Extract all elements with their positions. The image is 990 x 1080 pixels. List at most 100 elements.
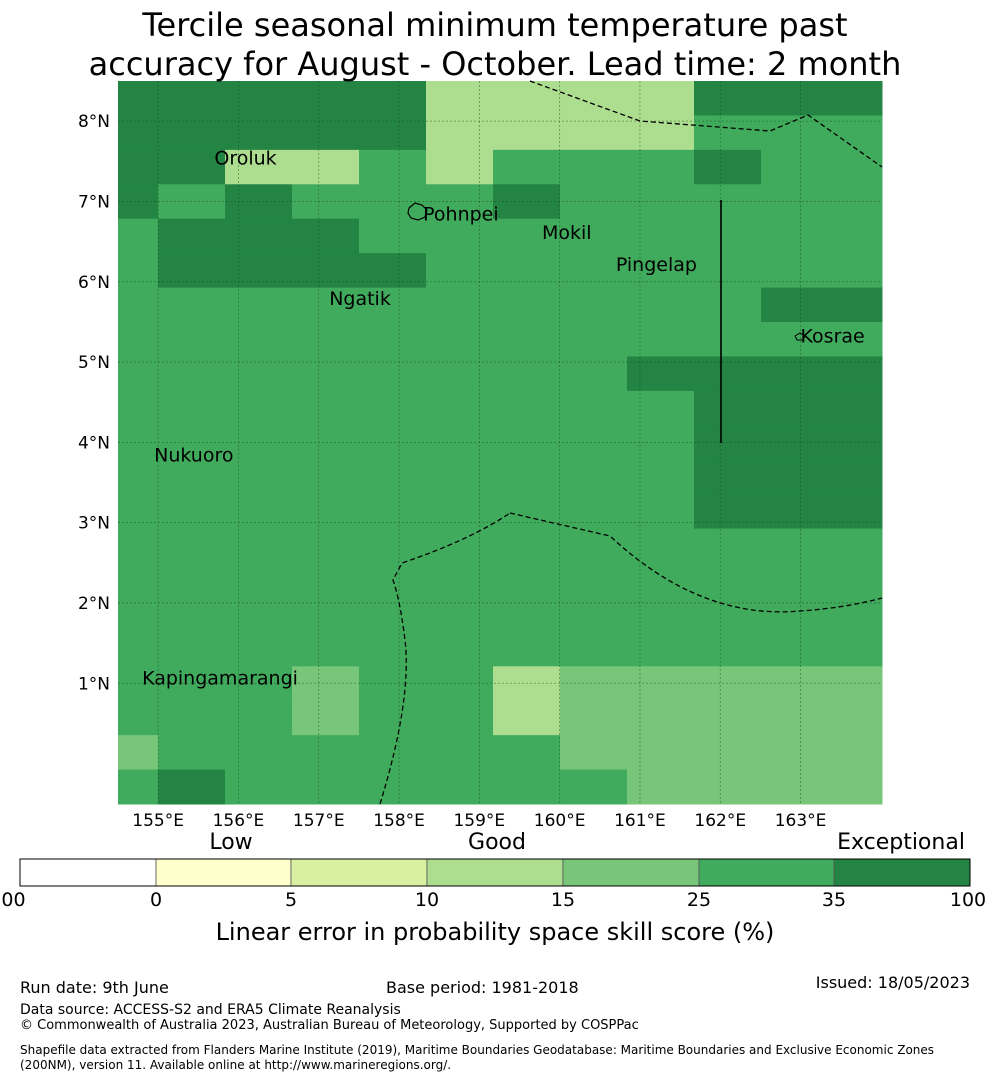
grid-cell xyxy=(493,81,561,116)
kosrae-island-outline xyxy=(794,332,806,341)
colorbar-segment xyxy=(833,858,971,887)
grid-cell xyxy=(118,81,159,116)
grid-cell xyxy=(560,322,628,357)
grid-cell xyxy=(359,184,427,220)
colorbar-label-exceptional: Exceptional xyxy=(837,830,965,855)
longitude-tick-label: 158°E xyxy=(373,811,425,831)
grid-cell xyxy=(761,735,829,771)
grid-cell xyxy=(158,81,226,116)
grid-cell xyxy=(292,700,360,736)
latitude-tick-label: 2°N xyxy=(78,594,110,614)
shapefile-credit-line-2: (200NM), version 11. Available online at… xyxy=(20,1058,452,1072)
grid-cell xyxy=(560,735,628,771)
title-line-2: accuracy for August - October. Lead time… xyxy=(88,45,902,83)
grid-cell xyxy=(627,735,695,771)
grid-cell xyxy=(118,735,159,771)
grid-cell xyxy=(292,528,360,564)
grid-cell xyxy=(493,666,561,702)
grid-cell xyxy=(761,322,829,357)
grid-cell xyxy=(426,459,494,495)
grid-cell xyxy=(225,666,293,702)
grid-cell xyxy=(627,149,695,185)
grid-cell xyxy=(828,631,883,667)
place-label-ngatik: Ngatik xyxy=(329,288,391,310)
axis-tick-labels: 155°E 156°E 157°E 158°E 159°E 160°E 161°E 162°E… xyxy=(78,112,826,831)
grid-cell xyxy=(761,149,829,185)
grid-cell xyxy=(761,666,829,702)
grid-cell xyxy=(627,563,695,598)
grid-cell xyxy=(118,149,159,185)
longitude-tick-label: 156°E xyxy=(213,811,265,831)
grid-cell xyxy=(627,425,695,461)
grid-cell xyxy=(359,459,427,495)
grid-cell xyxy=(627,356,695,392)
grid-cell xyxy=(694,253,762,289)
grid-cell xyxy=(426,735,494,771)
grid-cell xyxy=(493,459,561,495)
eez-boundaries xyxy=(379,80,883,805)
latitude-tick-label: 7°N xyxy=(78,192,110,212)
place-label-kosrae: Kosrae xyxy=(801,326,865,348)
grid-cell xyxy=(158,390,226,426)
grid-cell xyxy=(627,81,695,116)
grid-cell xyxy=(560,390,628,426)
grid-cell xyxy=(292,563,360,598)
grid-cell xyxy=(359,666,427,702)
grid-cell xyxy=(761,631,829,667)
grid-cell xyxy=(694,115,762,151)
grid-cell xyxy=(118,115,159,151)
grid-cell xyxy=(426,700,494,736)
copyright: © Commonwealth of Australia 2023, Austra… xyxy=(20,1018,639,1033)
grid-cell xyxy=(225,253,293,289)
grid-cell xyxy=(225,81,293,116)
grid-cell xyxy=(292,494,360,530)
grid-cell xyxy=(426,769,494,805)
eez-boundary-south-west xyxy=(379,512,511,805)
colorbar-tick: 25 xyxy=(686,889,712,911)
grid-cell xyxy=(694,631,762,667)
grid-cell xyxy=(225,322,293,357)
grid-cell xyxy=(158,425,226,461)
grid-cell xyxy=(158,287,226,323)
grid-cell xyxy=(158,494,226,530)
grid-cell xyxy=(761,769,829,805)
grid-cell xyxy=(560,218,628,254)
grid-cell xyxy=(118,666,159,702)
grid-cell xyxy=(694,700,762,736)
grid-cell xyxy=(359,149,427,185)
grid-cell xyxy=(426,115,494,151)
grid-cell xyxy=(292,115,360,151)
grid-cell xyxy=(694,494,762,530)
grid-cell xyxy=(493,322,561,357)
grid-cell xyxy=(359,425,427,461)
colorbar-tick: 35 xyxy=(821,889,847,911)
grid-cell xyxy=(359,769,427,805)
grid-cell xyxy=(225,631,293,667)
grid-cell xyxy=(560,769,628,805)
grid-cell xyxy=(828,666,883,702)
grid-cell xyxy=(292,322,360,357)
grid-cell xyxy=(560,666,628,702)
grid-cell xyxy=(694,666,762,702)
grid-cell xyxy=(828,528,883,564)
grid-cell xyxy=(828,149,883,185)
grid-cell xyxy=(761,700,829,736)
grid-cell xyxy=(426,528,494,564)
grid-cell xyxy=(426,563,494,598)
grid-cell xyxy=(118,528,159,564)
grid-cell xyxy=(359,494,427,530)
grid-cell xyxy=(560,425,628,461)
grid-cell xyxy=(694,769,762,805)
grid-cell xyxy=(828,459,883,495)
latitude-tick-label: 3°N xyxy=(78,514,110,534)
grid-cell xyxy=(828,253,883,289)
grid-cell xyxy=(828,322,883,357)
grid-cell xyxy=(627,666,695,702)
grid-cell xyxy=(560,528,628,564)
grid-cell xyxy=(118,631,159,667)
longitude-tick-label: 163°E xyxy=(775,811,827,831)
grid-cell xyxy=(118,769,159,805)
grid-cell xyxy=(292,769,360,805)
longitude-tick-label: 161°E xyxy=(614,811,666,831)
grid-cell xyxy=(292,459,360,495)
